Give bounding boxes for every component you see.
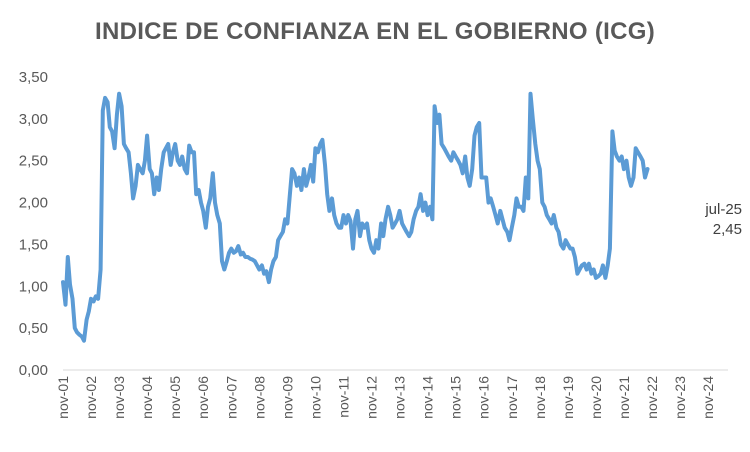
x-tick-label: nov-20 (588, 376, 604, 419)
x-tick-label: nov-01 (55, 376, 71, 419)
last-value-annotation: jul-25 2,45 (680, 200, 742, 240)
x-tick-label: nov-17 (504, 376, 520, 419)
x-tick-label: nov-11 (335, 376, 351, 418)
y-tick-label: 1,50 (19, 236, 48, 253)
x-tick-label: nov-16 (476, 376, 492, 419)
y-tick-label: 2,50 (19, 153, 48, 170)
chart-title: INDICE DE CONFIANZA EN EL GOBIERNO (ICG) (94, 18, 655, 45)
x-tick-label: nov-13 (392, 376, 408, 419)
x-tick-label: nov-02 (83, 376, 99, 419)
x-tick-label: nov-05 (167, 376, 183, 419)
y-tick-label: 1,00 (19, 278, 48, 295)
x-tick-label: nov-03 (111, 376, 127, 419)
x-tick-label: nov-06 (195, 376, 211, 419)
x-tick-label: nov-22 (644, 376, 660, 419)
series-line-icg (61, 91, 650, 343)
annotation-value: 2,45 (712, 221, 742, 238)
x-tick-label: nov-18 (532, 376, 548, 419)
x-tick-label: nov-23 (672, 376, 688, 419)
x-tick-label: nov-10 (307, 376, 323, 419)
x-tick-label: nov-24 (700, 376, 716, 419)
y-tick-label: 0,00 (19, 362, 48, 379)
x-tick-label: nov-12 (364, 376, 380, 419)
y-tick-label: 3,00 (19, 111, 48, 128)
y-tick-label: 3,50 (19, 69, 48, 86)
annotation-date: jul-25 (705, 201, 742, 218)
x-tick-label: nov-14 (420, 376, 436, 419)
x-tick-label: nov-15 (448, 376, 464, 419)
x-tick-label: nov-21 (616, 376, 632, 419)
x-tick-label: nov-04 (139, 376, 155, 419)
y-tick-label: 2,00 (19, 195, 48, 212)
x-tick-label: nov-07 (223, 376, 239, 419)
x-tick-label: nov-09 (279, 376, 295, 419)
y-tick-label: 0,50 (19, 320, 48, 337)
x-tick-label: nov-08 (251, 376, 267, 419)
x-tick-label: nov-19 (560, 376, 576, 419)
